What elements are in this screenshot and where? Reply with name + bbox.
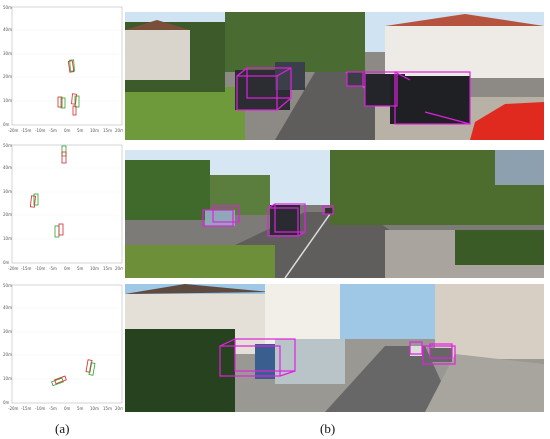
bev-plot-2: 0m 10m 20m 30m 40m 50m -20m -15m -10m -5m 0m 5m … (3, 143, 123, 273)
svg-text:10m: 10m (90, 406, 99, 411)
svg-text:5m: 5m (77, 406, 84, 411)
svg-text:30m: 30m (3, 189, 12, 194)
svg-text:30m: 30m (3, 329, 12, 334)
svg-text:20m: 20m (3, 352, 12, 357)
svg-text:0m: 0m (64, 128, 71, 133)
svg-text:0m: 0m (3, 400, 10, 405)
scene-photo-2 (125, 150, 544, 278)
caption-b: (b) (320, 421, 336, 436)
svg-text:-5m: -5m (49, 266, 57, 271)
svg-text:50m: 50m (3, 283, 12, 288)
svg-text:40m: 40m (3, 27, 12, 32)
scene-photo-3 (125, 284, 544, 412)
svg-text:10m: 10m (3, 376, 12, 381)
svg-text:0m: 0m (64, 406, 71, 411)
svg-text:0m: 0m (3, 122, 10, 127)
svg-text:-20m: -20m (8, 406, 19, 411)
bev-plot-1: 0m 10m 20m 30m 40m 50m -20m -15m -10m -5m 0m 5m … (3, 5, 123, 135)
svg-text:10m: 10m (3, 98, 12, 103)
svg-text:50m: 50m (3, 143, 12, 148)
svg-text:-20m: -20m (8, 128, 19, 133)
svg-text:10m: 10m (3, 236, 12, 241)
svg-text:-5m: -5m (49, 128, 57, 133)
svg-text:-10m: -10m (35, 128, 46, 133)
svg-text:15m: 15m (103, 128, 112, 133)
svg-text:0m: 0m (3, 260, 10, 265)
svg-text:50m: 50m (3, 5, 12, 10)
svg-text:20m: 20m (3, 212, 12, 217)
svg-text:20m: 20m (115, 406, 123, 411)
svg-text:20m: 20m (115, 266, 123, 271)
svg-text:10m: 10m (90, 128, 99, 133)
scene-photo-1 (125, 12, 544, 140)
svg-text:0m: 0m (64, 266, 71, 271)
bev-plot-3: 0m 10m 20m 30m 40m 50m -20m -15m -10m -5m 0m 5m … (3, 283, 123, 413)
svg-text:-15m: -15m (21, 406, 32, 411)
svg-text:15m: 15m (103, 266, 112, 271)
svg-text:40m: 40m (3, 165, 12, 170)
svg-text:5m: 5m (77, 128, 84, 133)
svg-text:40m: 40m (3, 305, 12, 310)
svg-text:30m: 30m (3, 51, 12, 56)
svg-text:-10m: -10m (35, 406, 46, 411)
svg-text:20m: 20m (3, 74, 12, 79)
svg-text:-20m: -20m (8, 266, 19, 271)
svg-text:5m: 5m (77, 266, 84, 271)
svg-text:20m: 20m (115, 128, 123, 133)
caption-a: (a) (55, 421, 70, 436)
svg-text:-10m: -10m (35, 266, 46, 271)
svg-text:15m: 15m (103, 406, 112, 411)
svg-text:-15m: -15m (21, 128, 32, 133)
svg-text:-15m: -15m (21, 266, 32, 271)
svg-text:-5m: -5m (49, 406, 57, 411)
svg-text:10m: 10m (90, 266, 99, 271)
